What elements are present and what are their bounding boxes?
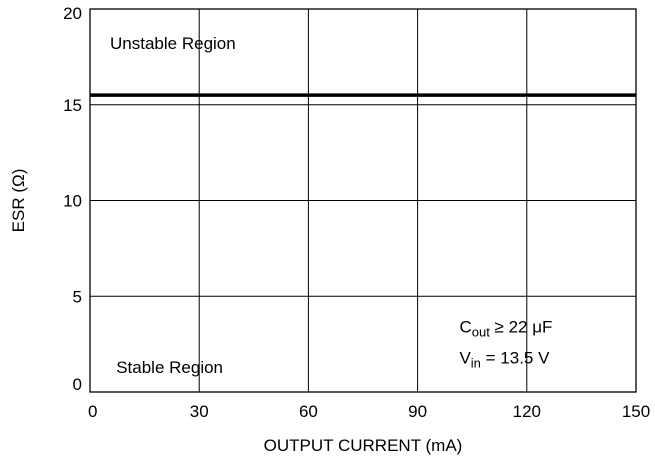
- x-tick-label: 30: [190, 402, 209, 421]
- unstable-region-label: Unstable Region: [110, 34, 236, 53]
- cout-subscript: out: [472, 325, 490, 340]
- tick-labels: 0 30 60 90 120 150 0 5 10 15 20: [63, 4, 650, 421]
- plot-frame: [89, 8, 637, 393]
- y-tick-label: 10: [63, 192, 82, 211]
- y-tick-label: 15: [63, 96, 82, 115]
- cout-value: ≥ 22 μF: [490, 318, 553, 337]
- cout-symbol: C: [459, 318, 471, 337]
- y-axis-title: ESR (Ω): [9, 169, 28, 233]
- stable-region-label: Stable Region: [116, 358, 223, 377]
- x-tick-label: 0: [88, 402, 97, 421]
- grid-lines: [90, 9, 636, 392]
- vin-value: = 13.5 V: [481, 348, 550, 367]
- y-tick-label: 5: [73, 287, 82, 306]
- vin-symbol: V: [459, 348, 471, 367]
- vin-subscript: in: [471, 355, 481, 370]
- cout-condition-label: Cout ≥ 22 μF: [459, 318, 552, 340]
- x-tick-label: 60: [299, 402, 318, 421]
- x-axis-title: OUTPUT CURRENT (mA): [264, 436, 463, 455]
- y-tick-label: 0: [73, 375, 82, 394]
- vin-condition-label: Vin = 13.5 V: [459, 348, 550, 370]
- x-tick-label: 90: [408, 402, 427, 421]
- y-tick-label: 20: [63, 4, 82, 23]
- x-tick-label: 120: [513, 402, 541, 421]
- x-tick-label: 150: [622, 402, 650, 421]
